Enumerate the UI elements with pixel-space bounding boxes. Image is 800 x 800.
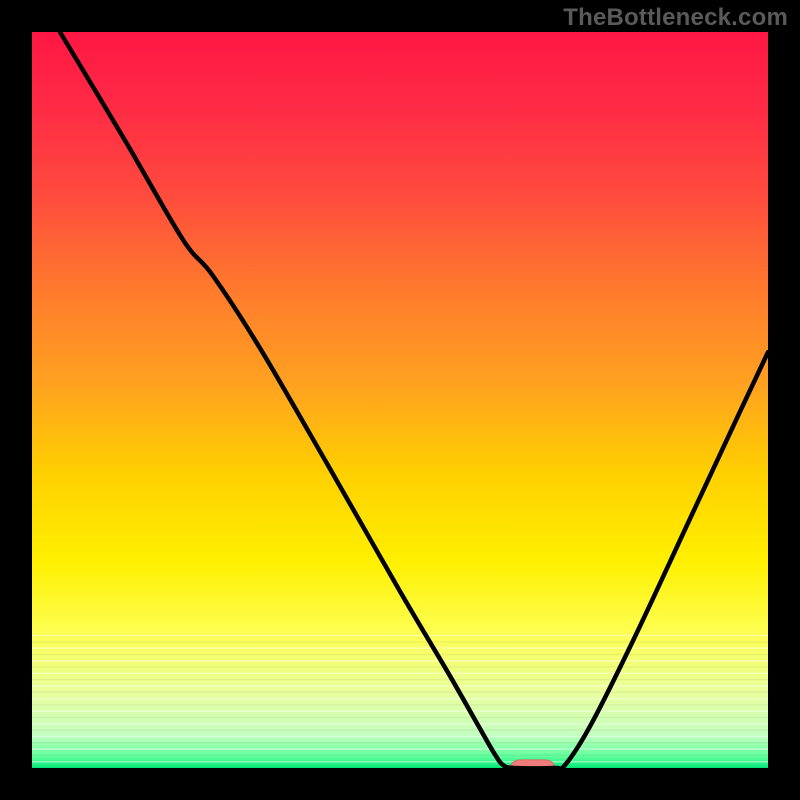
plot-area [32,32,768,775]
bottleneck-chart [0,0,800,800]
watermark-text: TheBottleneck.com [563,4,788,32]
gradient-background [32,32,768,768]
chart-frame: TheBottleneck.com [0,0,800,800]
